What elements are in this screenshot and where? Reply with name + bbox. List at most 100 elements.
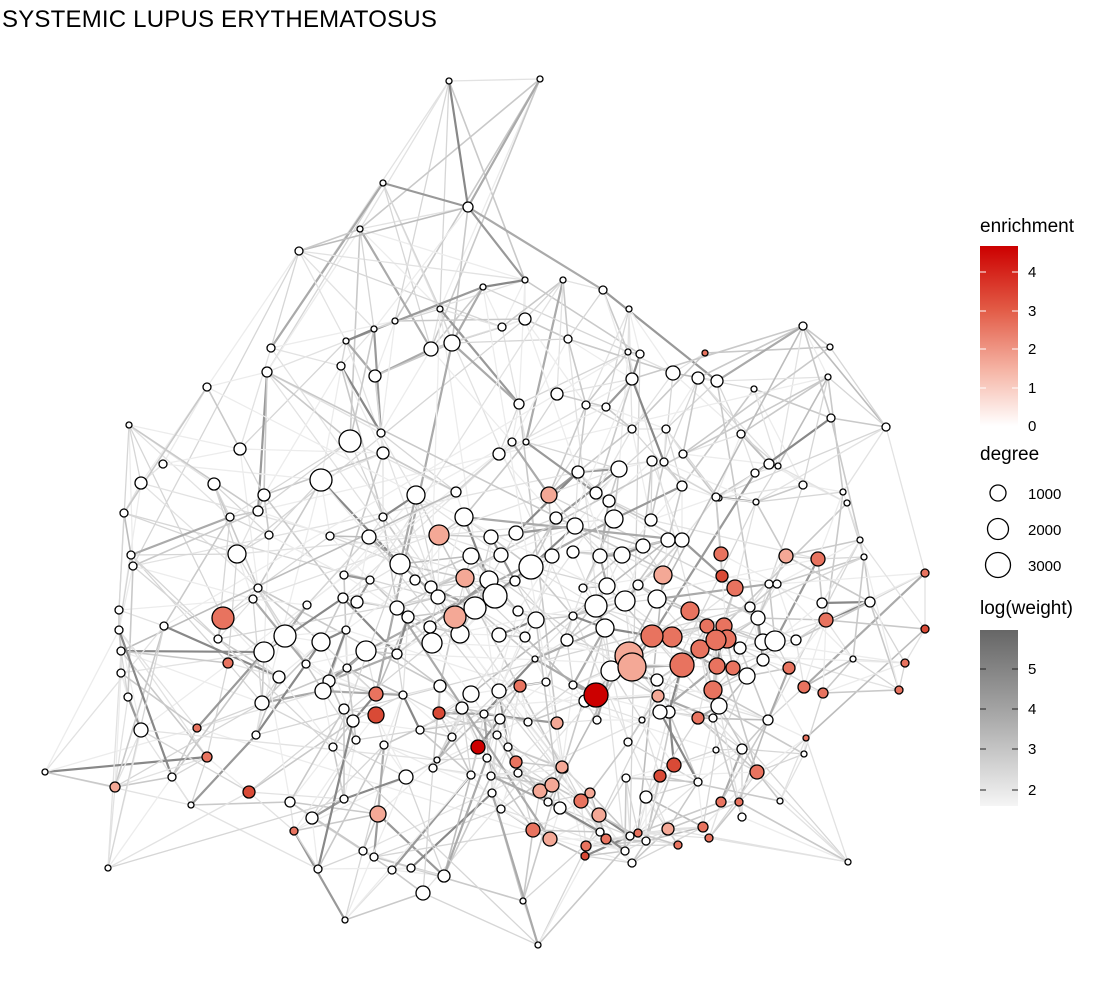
network-edge: [356, 536, 370, 603]
network-node: [497, 322, 507, 332]
network-edge: [602, 289, 629, 353]
network-edge: [132, 565, 219, 640]
network-edge: [120, 491, 457, 652]
network-node: [494, 713, 506, 725]
network-edge: [248, 791, 295, 832]
network-edge: [680, 538, 724, 578]
network-edge: [107, 776, 173, 869]
network-node: [479, 283, 487, 291]
network-node: [772, 579, 782, 589]
network-node: [433, 679, 447, 693]
network-node: [621, 773, 631, 783]
network-edge: [373, 206, 469, 330]
network-edge: [129, 515, 232, 557]
weight-legend-title: log(weight): [980, 598, 1073, 619]
network-edge: [720, 553, 778, 585]
network-node: [763, 458, 775, 470]
network-edge: [490, 791, 540, 947]
network-edge: [206, 756, 250, 793]
network-edge: [718, 472, 756, 499]
network-edge: [171, 756, 208, 778]
network-node: [733, 641, 747, 655]
network-edge: [374, 375, 382, 434]
network-edge: [697, 748, 743, 783]
network-edge: [374, 341, 454, 696]
network-node: [598, 577, 616, 595]
network-edge: [562, 279, 569, 340]
network-node: [305, 811, 319, 825]
network-node: [254, 695, 270, 711]
network-node: [454, 507, 474, 527]
network-edge: [419, 718, 501, 731]
network-edge: [637, 764, 675, 834]
network-node: [415, 885, 431, 901]
network-edge: [659, 775, 781, 802]
network-edge: [641, 719, 675, 766]
network-edge: [261, 667, 348, 704]
network-edge: [779, 737, 807, 802]
network-node: [358, 846, 368, 856]
network-edge: [655, 582, 771, 601]
network-node: [251, 730, 261, 740]
network-edge: [486, 718, 501, 759]
network-edge: [43, 755, 209, 774]
network-edge: [715, 324, 805, 383]
network-edge: [720, 719, 769, 803]
network-edge: [44, 771, 116, 788]
network-edge: [535, 555, 553, 621]
network-node: [674, 532, 690, 548]
network-edge: [589, 741, 629, 794]
network-edge: [396, 653, 404, 696]
network-node: [509, 755, 523, 769]
network-edge: [298, 250, 375, 330]
network-edge: [466, 205, 605, 292]
network-edge: [128, 424, 241, 450]
network-edge: [448, 78, 541, 82]
network-node: [860, 553, 868, 561]
network-edge: [482, 657, 537, 716]
network-edge: [571, 626, 607, 687]
network-edge: [637, 711, 670, 834]
network-edge: [162, 448, 241, 465]
network-edge: [359, 228, 526, 281]
network-edge: [163, 516, 231, 627]
network-edge: [822, 658, 854, 694]
network-edge: [825, 572, 926, 621]
network-edge: [257, 587, 441, 687]
network-edge: [511, 338, 569, 443]
network-edge: [762, 641, 906, 664]
network-node: [257, 488, 271, 502]
network-edge: [346, 667, 357, 741]
network-node: [119, 508, 129, 518]
network-node: [294, 246, 304, 256]
network-edge: [118, 609, 165, 627]
network-edge: [256, 370, 269, 513]
network-edge: [451, 338, 569, 344]
network-node: [652, 704, 668, 720]
network-edge: [269, 181, 385, 350]
network-edge: [162, 386, 208, 465]
network-edge: [414, 579, 563, 768]
network-edge: [697, 639, 717, 719]
network-edge: [414, 555, 472, 581]
network-edge: [716, 376, 829, 382]
network-edge: [263, 494, 270, 536]
network-edge: [739, 647, 769, 721]
network-edge: [637, 781, 699, 834]
network-edge: [645, 775, 661, 842]
network-node: [673, 840, 683, 850]
network-node: [704, 833, 714, 843]
network-edge: [44, 727, 198, 773]
network-node: [632, 579, 644, 591]
network-node: [660, 532, 676, 548]
network-edge: [127, 565, 134, 698]
network-edge: [665, 377, 699, 430]
network-node: [450, 486, 462, 498]
network-edge: [524, 318, 569, 340]
network-edge: [382, 182, 669, 830]
network-node: [202, 382, 212, 392]
network-edge: [344, 776, 407, 921]
network-edge: [345, 629, 717, 751]
network-edge: [436, 757, 488, 761]
